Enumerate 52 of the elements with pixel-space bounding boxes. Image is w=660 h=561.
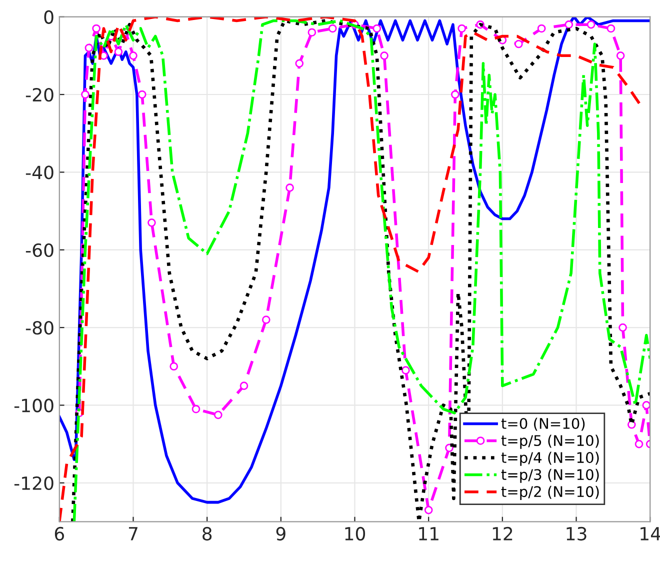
legend-label: t=p/5 (N=10) <box>501 434 599 449</box>
point <box>240 382 248 390</box>
point <box>372 24 382 33</box>
point <box>262 316 270 324</box>
x-tick-label: 10 <box>345 526 366 541</box>
point <box>308 28 316 37</box>
point <box>642 401 650 410</box>
point <box>537 24 546 33</box>
point <box>138 90 146 99</box>
x-tick-label: 9 <box>276 526 286 541</box>
point <box>84 44 94 52</box>
point <box>451 90 460 99</box>
y-tick-label: -40 <box>26 166 54 180</box>
point <box>424 506 433 514</box>
point <box>564 20 574 29</box>
point <box>214 410 222 420</box>
y-tick-label: -80 <box>26 320 54 335</box>
y-tick-label: 0 <box>44 10 54 24</box>
legend-label: t=p/4 (N=10) <box>501 452 599 466</box>
legend-label: t=p/2 (N=10) <box>501 486 599 500</box>
x-tick-label: 11 <box>419 527 438 540</box>
x-tick-label: 6 <box>54 526 64 541</box>
point <box>92 24 100 33</box>
y-tick-label: -100 <box>14 398 54 412</box>
point <box>148 218 156 227</box>
y-tick-label: -20 <box>26 88 54 102</box>
point <box>586 20 596 29</box>
point <box>618 323 627 332</box>
point <box>606 24 616 33</box>
point <box>616 52 625 60</box>
point <box>458 24 466 33</box>
point <box>380 52 388 60</box>
point <box>328 24 337 33</box>
point <box>286 184 294 192</box>
y-tick-label: -60 <box>26 243 54 257</box>
point <box>445 444 454 452</box>
point <box>170 362 178 371</box>
legend-label: t=0 (N=10) <box>501 418 585 431</box>
x-tick-label: 12 <box>492 526 512 540</box>
legend-label: t=p/3 (N=10) <box>501 468 599 483</box>
x-tick-label: 13 <box>566 526 586 541</box>
x-tick-label: 8 <box>202 526 212 541</box>
point <box>402 366 410 374</box>
point <box>81 90 90 99</box>
y-tick-label: -120 <box>14 476 54 490</box>
point <box>129 52 138 60</box>
point <box>192 404 200 414</box>
point <box>114 48 123 56</box>
point <box>514 40 523 48</box>
point <box>295 59 304 68</box>
x-tick-label: 7 <box>128 527 138 540</box>
point <box>634 440 644 448</box>
